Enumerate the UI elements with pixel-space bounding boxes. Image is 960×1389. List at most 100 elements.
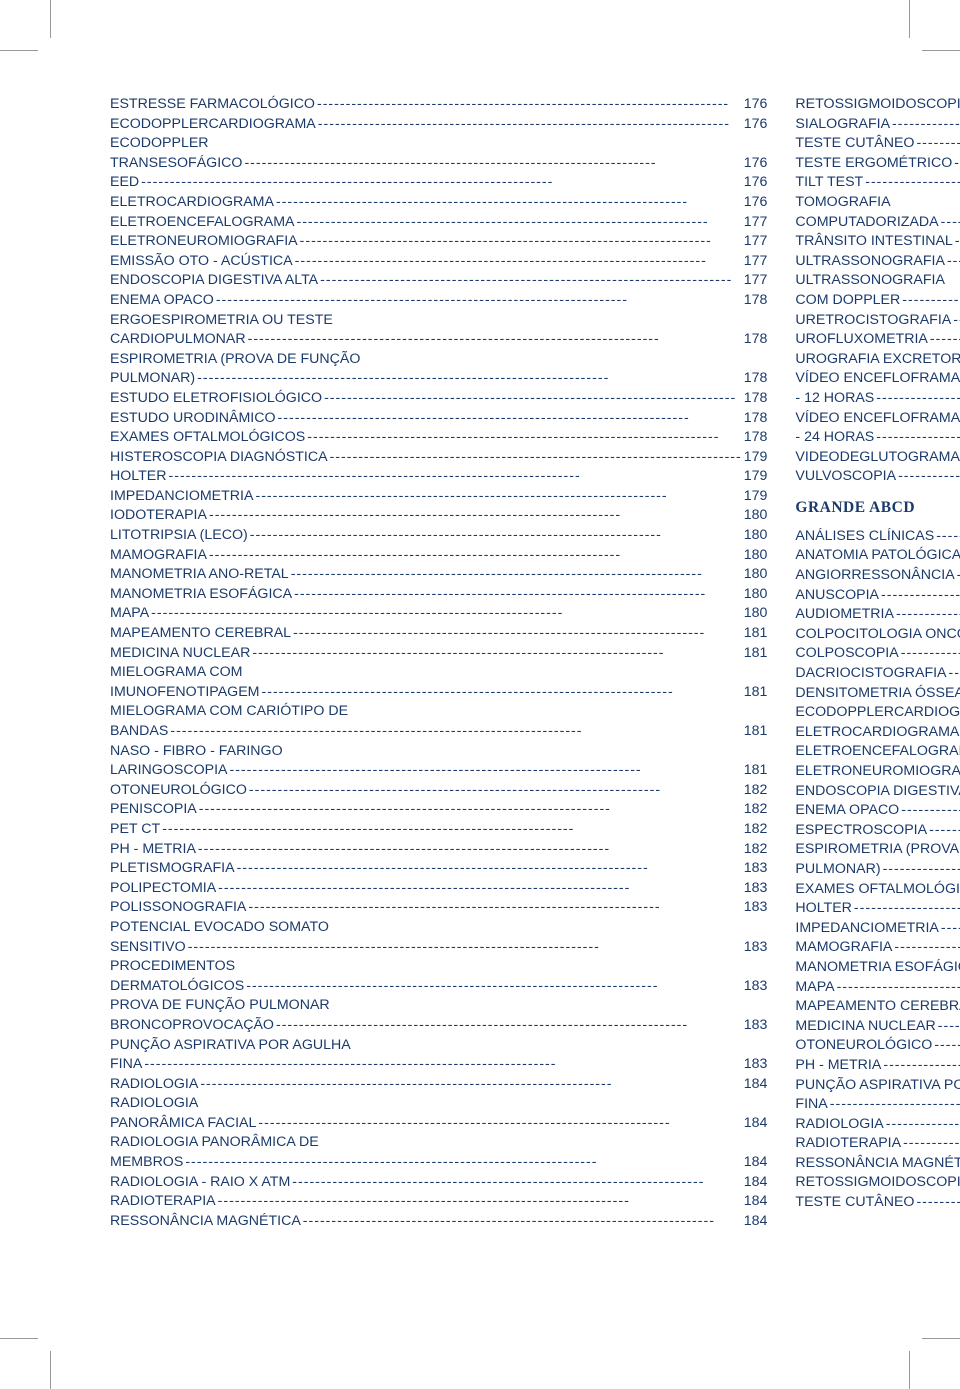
toc-label-line1: PUNÇÃO ASPIRATIVA POR AGULHA: [795, 1076, 960, 1096]
toc-entry: EXAMES OFTALMOLÓGICOS-------------------…: [110, 428, 767, 448]
toc-entry: ENEMA OPACO-----------------------------…: [110, 291, 767, 311]
toc-page: 183: [744, 1055, 768, 1075]
toc-leader: ----------------------------------------…: [328, 448, 744, 468]
toc-leader: ----------------------------------------…: [207, 506, 744, 526]
toc-entry: ELETROENCEFALOGRAMA---------------------…: [795, 742, 960, 762]
page-content: ESTRESSE FARMACOLÓGICO------------------…: [0, 0, 960, 1389]
toc-label: ENDOSCOPIA DIGESTIVA ALTA: [795, 782, 960, 802]
toc-entry: AUDIOMETRIA-----------------------------…: [795, 605, 960, 625]
toc-label-line1: PROVA DE FUNÇÃO PULMONAR: [110, 996, 330, 1016]
toc-entry: RADIOLOGIA------------------------------…: [110, 1075, 767, 1095]
toc-page: 181: [744, 722, 768, 742]
toc-leader: ----------------------------------------…: [884, 1115, 960, 1135]
toc-page: 183: [744, 938, 768, 958]
toc-entry: CARDIOPULMONAR--------------------------…: [110, 330, 767, 350]
toc-label: ENEMA OPACO: [795, 801, 899, 821]
toc-leader: ----------------------------------------…: [246, 330, 744, 350]
toc-label: MAPEAMENTO CEREBRAL: [795, 997, 960, 1017]
toc-entry: VÍDEO ENCEFLOFRAMA (VÍDEO EEG): [795, 409, 960, 429]
toc-leader: ----------------------------------------…: [899, 801, 960, 821]
toc-entry: RADIOLOGIA: [110, 1094, 767, 1114]
toc-entry: EXAMES OFTALMOLÓGICOS-------------------…: [795, 880, 960, 900]
toc-leader: ----------------------------------------…: [207, 546, 744, 566]
toc-entry: MANOMETRIA ESOFÁGICA--------------------…: [795, 958, 960, 978]
toc-entry: ECODOPPLERCARDIOGRAMA-------------------…: [110, 115, 767, 135]
toc-entry: RADIOLOGIA - RAIO X ATM-----------------…: [110, 1173, 767, 1193]
toc-label: HOLTER: [795, 899, 852, 919]
toc-entry: POTENCIAL EVOCADO SOMATO: [110, 918, 767, 938]
toc-label: POLISSONOGRAFIA: [110, 898, 246, 918]
toc-entry: PROCEDIMENTOS: [110, 957, 767, 977]
toc-page: 176: [744, 115, 768, 135]
toc-label: ANÁLISES CLÍNICAS: [795, 527, 934, 547]
toc-entry: VULVOSCOPIA-----------------------------…: [795, 467, 960, 487]
toc-entry: ULTRASSONOGRAFIA: [795, 271, 960, 291]
toc-leader: ----------------------------------------…: [953, 232, 960, 252]
toc-label: ELETRONEUROMIOGRAFIA: [110, 232, 298, 252]
toc-label-line2: SENSITIVO: [110, 938, 186, 958]
toc-entry: BRONCOPROVOCAÇÃO------------------------…: [110, 1016, 767, 1036]
toc-entry: VIDEODEGLUTOGRAMA-----------------------…: [795, 448, 960, 468]
toc-label-line2: LARINGOSCOPIA: [110, 761, 227, 781]
toc-label: LITOTRIPSIA (LECO): [110, 526, 248, 546]
toc-label: ELETROENCEFALOGRAMA: [795, 742, 960, 762]
toc-entry: PH - METRIA-----------------------------…: [795, 1056, 960, 1076]
toc-label-line2: FINA: [110, 1055, 142, 1075]
toc-label: TILT TEST: [795, 173, 863, 193]
toc-entry: TRÂNSITO INTESTINAL---------------------…: [795, 232, 960, 252]
toc-entry: ELETROENCEFALOGRAMA---------------------…: [110, 213, 767, 233]
toc-label: HISTEROSCOPIA DIAGNÓSTICA: [110, 448, 328, 468]
toc-leader: ----------------------------------------…: [274, 1016, 744, 1036]
toc-label: HOLTER: [110, 467, 167, 487]
toc-leader: ----------------------------------------…: [881, 1056, 960, 1076]
toc-leader: ----------------------------------------…: [939, 213, 960, 233]
toc-entry: RETOSSIGMOIDOSCOPIA---------------------…: [795, 95, 960, 115]
toc-label: ANGIORRESSONÂNCIA: [795, 566, 954, 586]
toc-entry: PUNÇÃO ASPIRATIVA POR AGULHA: [795, 1076, 960, 1096]
toc-label: MEDICINA NUCLEAR: [110, 644, 250, 664]
toc-entry: BANDAS----------------------------------…: [110, 722, 767, 742]
toc-leader: ----------------------------------------…: [874, 428, 960, 448]
toc-leader: ----------------------------------------…: [235, 859, 744, 879]
toc-label-line2: PANORÂMICA FACIAL: [110, 1114, 256, 1134]
toc-label-line1: ERGOESPIROMETRIA OU TESTE: [110, 311, 333, 331]
toc-label: DACRIOCISTOGRAFIA: [795, 664, 946, 684]
toc-label-line2: - 24 HORAS: [795, 428, 874, 448]
toc-label: ECODOPPLERCARDIOGRAMA: [795, 703, 960, 723]
toc-label: EED: [110, 173, 139, 193]
toc-leader: ----------------------------------------…: [183, 1153, 743, 1173]
toc-entry: MANOMETRIA ESOFÁGICA--------------------…: [110, 585, 767, 605]
toc-entry: IMPEDANCIOMETRIA------------------------…: [110, 487, 767, 507]
toc-entry: HOLTER----------------------------------…: [110, 467, 767, 487]
toc-label-line2: IMUNOFENOTIPAGEM: [110, 683, 260, 703]
toc-leader: ----------------------------------------…: [276, 409, 744, 429]
toc-page: 178: [744, 428, 768, 448]
toc-leader: ----------------------------------------…: [879, 586, 960, 606]
toc-entry: PROVA DE FUNÇÃO PULMONAR: [110, 996, 767, 1016]
toc-label: RADIOTERAPIA: [110, 1192, 216, 1212]
toc-entry: FINA------------------------------------…: [795, 1095, 960, 1115]
toc-entry: MAMOGRAFIA------------------------------…: [110, 546, 767, 566]
toc-leader: ----------------------------------------…: [198, 1075, 743, 1095]
toc-page: 184: [744, 1114, 768, 1134]
toc-page: 181: [744, 683, 768, 703]
toc-label: PLETISMOGRAFIA: [110, 859, 235, 879]
toc-label: ULTRASSONOGRAFIA: [795, 252, 945, 272]
toc-label: ELETROENCEFALOGRAMA: [110, 213, 294, 233]
toc-leader: ----------------------------------------…: [227, 761, 743, 781]
toc-entry: SIALOGRAFIA-----------------------------…: [795, 115, 960, 135]
toc-label-line1: POTENCIAL EVOCADO SOMATO: [110, 918, 329, 938]
toc-entry: PUNÇÃO ASPIRATIVA POR AGULHA: [110, 1036, 767, 1056]
toc-entry: MAPA------------------------------------…: [110, 604, 767, 624]
left-column: ESTRESSE FARMACOLÓGICO------------------…: [110, 95, 767, 1231]
toc-page: 178: [744, 291, 768, 311]
toc-leader: ----------------------------------------…: [167, 467, 744, 487]
toc-label-line2: PULMONAR): [110, 369, 195, 389]
toc-entry: MEMBROS---------------------------------…: [110, 1153, 767, 1173]
toc-entry: RADIOTERAPIA----------------------------…: [110, 1192, 767, 1212]
toc-label: ENEMA OPACO: [110, 291, 214, 311]
toc-leader: ----------------------------------------…: [952, 154, 960, 174]
toc-label-line2: BRONCOPROVOCAÇÃO: [110, 1016, 274, 1036]
toc-leader: ----------------------------------------…: [293, 252, 744, 272]
toc-label: COLPOCITOLOGIA ONCÓTICA: [795, 625, 960, 645]
